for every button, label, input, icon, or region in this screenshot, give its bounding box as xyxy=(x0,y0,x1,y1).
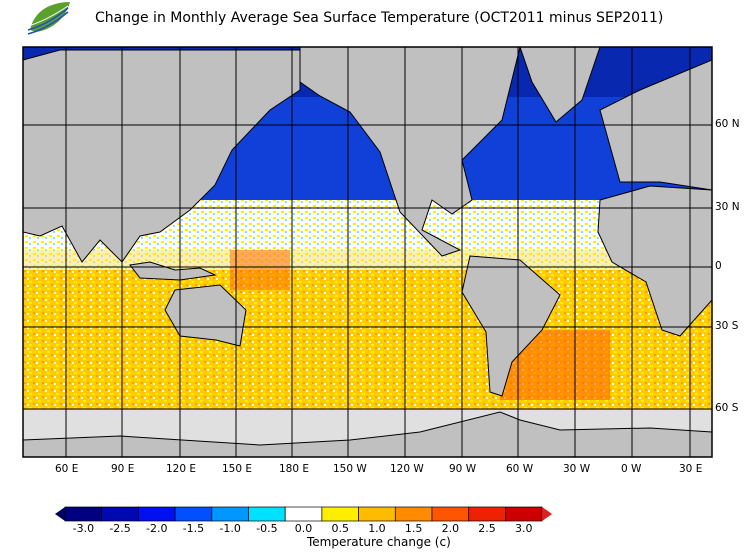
lon-label: 120 W xyxy=(390,463,424,475)
lon-label: 150 E xyxy=(222,463,253,475)
lat-label: 30 N xyxy=(715,201,740,213)
lon-label: 30 E xyxy=(679,463,703,475)
land xyxy=(23,47,712,457)
lat-label: 60 S xyxy=(715,402,739,414)
lon-label: 30 W xyxy=(563,463,591,475)
lon-label: 90 E xyxy=(111,463,135,475)
map-title: Change in Monthly Average Sea Surface Te… xyxy=(95,10,664,26)
colorbar-swatch xyxy=(321,506,359,522)
colorbar-tick-label: 1.0 xyxy=(368,522,386,535)
lon-label: 90 W xyxy=(449,463,477,475)
colorbar-swatch xyxy=(64,506,103,522)
colorbar-tick-label: -3.0 xyxy=(72,522,95,535)
colorbar-tick-label: -1.0 xyxy=(219,522,241,535)
lon-label: 150 W xyxy=(333,463,367,475)
colorbar-tick-label: 0.5 xyxy=(331,522,350,535)
colorbar-title: Temperature change (c) xyxy=(307,535,451,549)
colorbar xyxy=(55,506,553,522)
colorbar-swatch xyxy=(211,506,249,522)
colorbar-swatch xyxy=(358,506,396,522)
colorbar-swatch xyxy=(248,506,286,522)
colorbar-swatch xyxy=(101,506,139,522)
colorbar-tick-label: 2.0 xyxy=(441,522,460,535)
colorbar-over-arrow xyxy=(542,507,553,521)
lon-label: 180 E xyxy=(279,463,310,475)
lat-label: 0 xyxy=(715,260,722,272)
colorbar-tick-label: 3.0 xyxy=(515,522,533,535)
lon-label: 60 E xyxy=(55,463,79,475)
greenland xyxy=(519,47,601,123)
graticule xyxy=(23,47,712,457)
colorbar-swatch xyxy=(505,506,543,522)
lon-label: 60 W xyxy=(506,463,534,475)
colorbar-under-arrow xyxy=(55,507,65,521)
colorbar-tick-label: -0.5 xyxy=(256,522,278,535)
colorbar-swatch xyxy=(284,506,323,522)
colorbar-tick-label: 1.5 xyxy=(404,522,423,535)
africa xyxy=(597,185,712,337)
antarctica xyxy=(23,411,712,457)
australia xyxy=(164,284,247,347)
colorbar-tick-label: 0.0 xyxy=(294,522,313,535)
north-america xyxy=(299,47,521,257)
lat-label: 60 N xyxy=(715,118,740,130)
sst-change-map xyxy=(22,46,713,458)
lon-label: 0 W xyxy=(621,463,642,475)
colorbar-tick-label: 2.5 xyxy=(478,522,496,535)
lon-label: 120 E xyxy=(166,463,197,475)
hko-logo xyxy=(27,2,70,35)
colorbar-tick-label: -1.5 xyxy=(182,522,205,535)
colorbar-swatch xyxy=(394,506,433,522)
colorbar-swatch xyxy=(431,506,470,522)
lat-label: 30 S xyxy=(715,320,739,332)
colorbar-swatch xyxy=(468,506,506,522)
colorbar-tick-label: -2.0 xyxy=(146,522,168,535)
colorbar-tick-label: -2.5 xyxy=(109,522,131,535)
south-america xyxy=(461,255,561,397)
colorbar-swatch xyxy=(174,506,213,522)
colorbar-swatch xyxy=(138,506,176,522)
